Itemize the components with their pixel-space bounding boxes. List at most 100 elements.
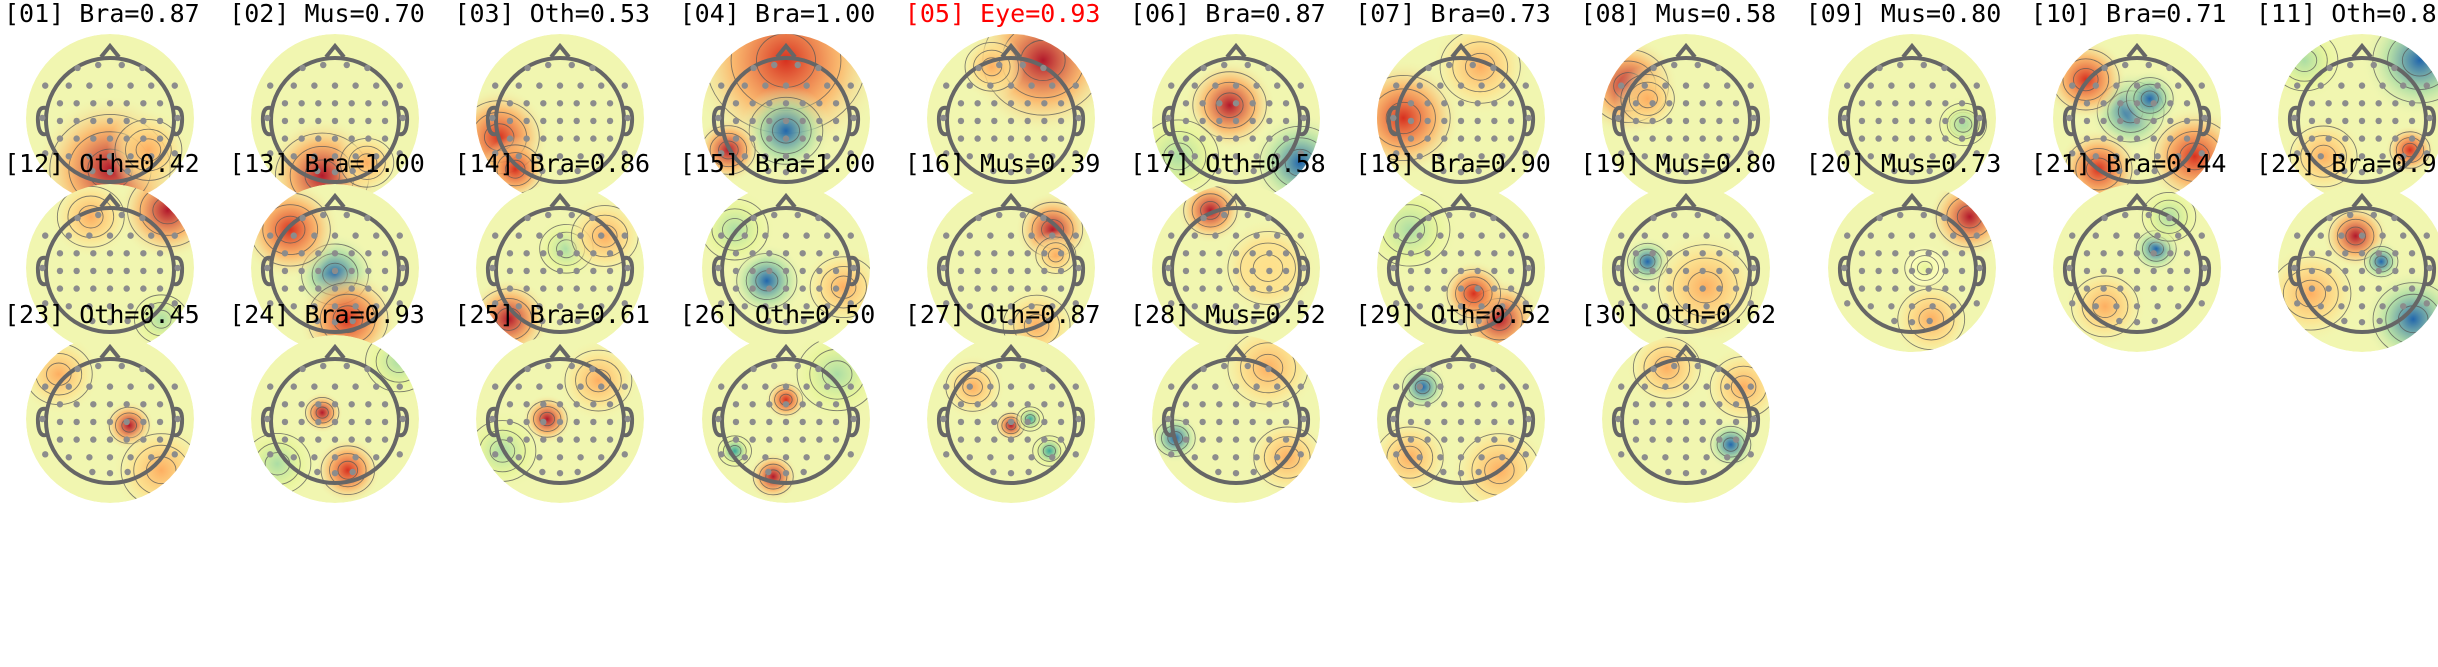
electrode-dot xyxy=(2133,100,2140,107)
electrode-dot xyxy=(2166,100,2174,107)
component-panel-17: [17] Oth=0.58 xyxy=(1128,150,1343,355)
electrode-dot xyxy=(2392,267,2399,275)
contour-line xyxy=(329,453,367,488)
electrode-dot xyxy=(1250,167,1257,175)
contour-line xyxy=(1620,74,1676,124)
component-title: [09] Mus=0.80 xyxy=(1805,0,2002,28)
electrode-dot xyxy=(1633,250,1640,257)
electrode-dot xyxy=(1168,150,1175,157)
electrode-dot xyxy=(156,117,164,125)
electrode-dot xyxy=(373,383,380,390)
electrode-dot xyxy=(106,318,114,326)
electrode-dot xyxy=(1040,285,1048,292)
electrode-dot xyxy=(990,401,998,408)
electrode-dot xyxy=(1699,117,1707,125)
electrode-dot xyxy=(577,454,585,461)
electrode-dot xyxy=(782,153,789,160)
electrode-dot xyxy=(1908,100,1915,107)
electrode-dot xyxy=(1683,135,1690,142)
electrode-dot xyxy=(2400,82,2407,89)
electrode-dot xyxy=(1232,418,1240,426)
electrode-dot xyxy=(124,167,131,175)
electrode-dot xyxy=(974,117,981,125)
electrode-dot xyxy=(73,135,80,142)
left-ear-icon xyxy=(1387,406,1398,438)
electrode-dot xyxy=(1039,365,1047,373)
electrode-dot xyxy=(1949,232,1957,239)
electrode-dot xyxy=(1424,100,1432,107)
electrode-dot xyxy=(1633,117,1640,125)
right-ear-icon xyxy=(398,105,410,137)
electrode-dot xyxy=(1618,451,1625,458)
electrode-dot xyxy=(2174,232,2182,239)
electrode-dot xyxy=(540,267,547,275)
electrode-dot xyxy=(2325,135,2332,142)
contour-line xyxy=(307,282,389,352)
electrode-dot xyxy=(607,401,614,408)
electrode-dot xyxy=(382,285,389,292)
electrode-dot xyxy=(1666,285,1673,292)
electrode-dot xyxy=(782,285,789,292)
electrode-dot xyxy=(106,117,114,125)
component-title: [03] Oth=0.53 xyxy=(454,0,651,28)
left-ear-icon xyxy=(1612,406,1623,438)
electrode-dot xyxy=(2308,285,2316,292)
electrode-dot xyxy=(1666,117,1673,125)
electrode-dot xyxy=(557,135,564,142)
electrode-dot xyxy=(382,117,389,125)
electrode-dot xyxy=(990,418,998,426)
electrode-dot xyxy=(621,383,629,390)
activation-blob xyxy=(301,391,344,434)
electrode-dot xyxy=(1200,365,1207,373)
electrode-dot xyxy=(1508,285,1515,292)
electrode-dot xyxy=(1215,167,1222,175)
electrode-dot xyxy=(86,153,93,160)
electrode-dot xyxy=(298,401,306,408)
nose-icon xyxy=(99,42,121,59)
electrode-dot xyxy=(1266,117,1273,125)
electrode-dot xyxy=(2174,153,2182,160)
electrode-dot xyxy=(782,418,789,426)
electrode-dot xyxy=(2068,232,2076,239)
electrode-dot xyxy=(782,318,789,326)
electrode-dot xyxy=(148,454,155,461)
electrode-dot xyxy=(281,436,289,443)
component-title: [15] Bra=1.00 xyxy=(679,149,876,178)
electrode-dot xyxy=(1232,168,1240,176)
electrode-dot xyxy=(348,117,356,125)
electrode-dot xyxy=(598,303,605,310)
electrode-dot xyxy=(974,285,981,292)
right-ear-icon xyxy=(849,105,860,137)
electrode-dot xyxy=(1925,285,1932,292)
electrode-dot xyxy=(1028,383,1035,390)
electrode-dot xyxy=(1457,232,1465,239)
electrode-dot xyxy=(1007,454,1014,461)
electrode-dot xyxy=(573,401,581,408)
electrode-dot xyxy=(717,232,725,239)
electrode-dot xyxy=(140,267,147,275)
electrode-dot xyxy=(761,153,769,160)
component-panel-09: [09] Mus=0.80 xyxy=(1804,0,2019,205)
electrode-dot xyxy=(557,418,564,426)
electrode-dot xyxy=(364,214,371,222)
electrode-dot xyxy=(986,454,994,461)
electrode-dot xyxy=(1508,250,1515,257)
electrode-dot xyxy=(1649,135,1657,142)
electrode-dot xyxy=(770,211,778,219)
electrode-dot xyxy=(507,250,514,257)
contour-line xyxy=(564,349,633,412)
electrode-dot xyxy=(1683,168,1690,176)
electrode-dot xyxy=(118,362,125,370)
electrode-dot xyxy=(174,415,181,423)
electrode-dot xyxy=(568,211,576,219)
electrode-dot xyxy=(1266,401,1273,408)
head-outline xyxy=(2070,206,2203,334)
electrode-dot xyxy=(2317,153,2324,160)
electrode-dot xyxy=(507,285,514,292)
electrode-dot xyxy=(1457,267,1465,275)
electrode-dot xyxy=(1875,117,1882,125)
electrode-dot xyxy=(348,285,356,292)
electrode-dot xyxy=(1393,451,1400,458)
electrode-dot xyxy=(140,250,147,257)
electrode-dot xyxy=(770,61,778,69)
